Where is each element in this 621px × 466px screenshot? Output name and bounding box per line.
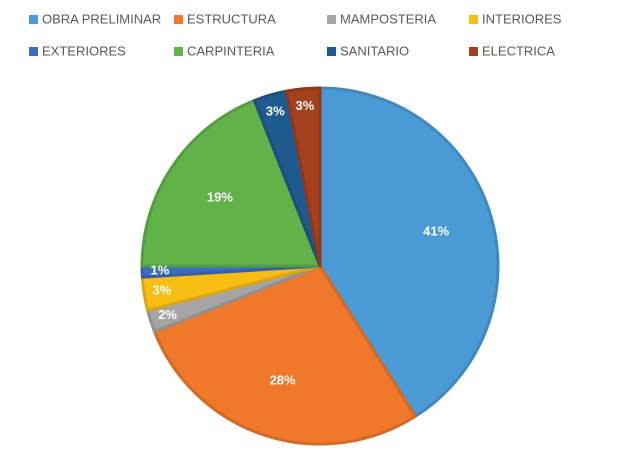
data-label-carpinteria: 19% xyxy=(207,189,233,204)
legend-label-sanitario: SANITARIO xyxy=(340,43,409,58)
legend-swatch-carpinteria xyxy=(174,47,183,56)
legend-label-interiores: INTERIORES xyxy=(482,11,562,26)
legend-label-mamposteria: MAMPOSTERIA xyxy=(340,11,436,26)
data-label-mamposteria: 2% xyxy=(158,307,177,322)
legend-swatch-interiores xyxy=(469,15,478,24)
legend-swatch-exteriores xyxy=(29,47,38,56)
data-label-exteriores: 1% xyxy=(151,262,170,277)
legend-swatch-obra-preliminar xyxy=(29,15,38,24)
data-label-sanitario: 3% xyxy=(266,104,285,119)
legend-item-estructura: ESTRUCTURA xyxy=(174,11,276,26)
legend-item-exteriores: EXTERIORES xyxy=(29,43,126,58)
data-label-interiores: 3% xyxy=(152,283,171,298)
legend-swatch-electrica xyxy=(469,47,478,56)
legend-swatch-estructura xyxy=(174,15,183,24)
pie-slice-carpinteria xyxy=(140,99,322,268)
data-label-estructura: 28% xyxy=(270,373,296,388)
pie-slices xyxy=(140,86,500,446)
legend-item-electrica: ELECTRICA xyxy=(469,43,555,58)
pie-slice-electrica xyxy=(285,86,322,268)
legend-item-interiores: INTERIORES xyxy=(469,11,562,26)
legend-label-estructura: ESTRUCTURA xyxy=(187,11,276,26)
legend-item-obra-preliminar: OBRA PRELIMINAR xyxy=(29,11,161,26)
legend-label-electrica: ELECTRICA xyxy=(482,43,555,58)
legend-label-exteriores: EXTERIORES xyxy=(42,43,126,58)
legend-swatch-mamposteria xyxy=(327,15,336,24)
pie-slice-estructura xyxy=(153,264,417,446)
legend-item-sanitario: SANITARIO xyxy=(327,43,409,58)
legend: OBRA PRELIMINAR ESTRUCTURA MAMPOSTERIA INTE… xyxy=(29,11,562,58)
legend-label-obra-preliminar: OBRA PRELIMINAR xyxy=(42,11,161,26)
legend-swatch-sanitario xyxy=(327,47,336,56)
data-label-electrica: 3% xyxy=(296,98,315,113)
data-label-obra-preliminar: 41% xyxy=(423,224,449,239)
legend-label-carpinteria: CARPINTERIA xyxy=(187,43,275,58)
data-labels: 41% 28% 2% 3% 1% 19% 3% 3% xyxy=(151,98,450,388)
legend-item-carpinteria: CARPINTERIA xyxy=(174,43,275,58)
legend-item-mamposteria: MAMPOSTERIA xyxy=(327,11,436,26)
